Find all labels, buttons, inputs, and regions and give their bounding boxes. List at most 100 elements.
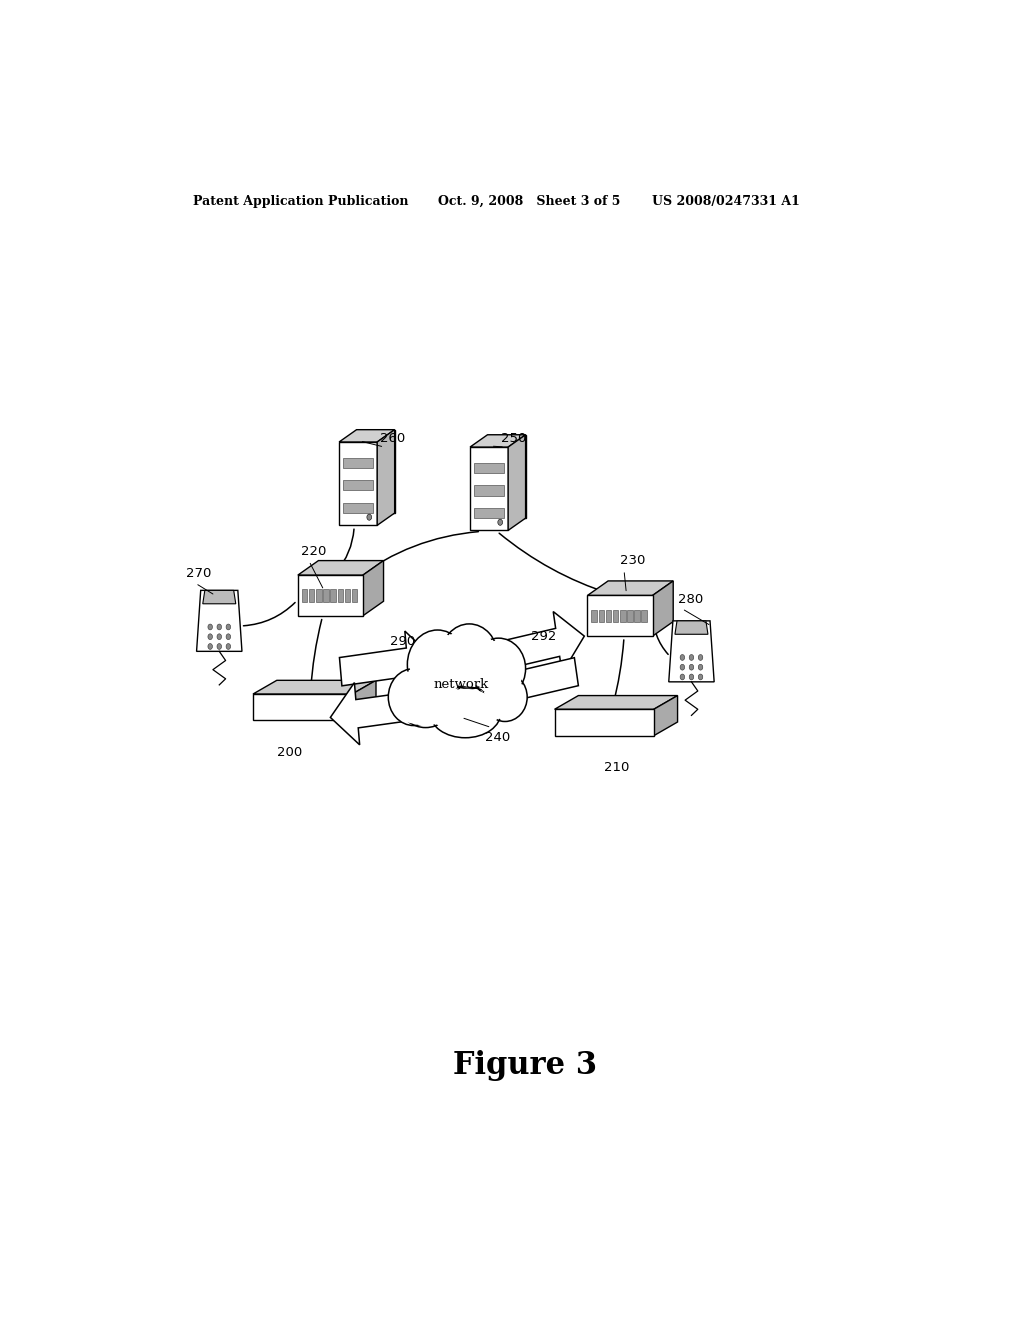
Circle shape	[680, 655, 685, 660]
Polygon shape	[339, 430, 394, 442]
Circle shape	[698, 675, 702, 680]
Polygon shape	[362, 561, 384, 616]
Polygon shape	[669, 620, 714, 682]
Text: Patent Application Publication: Patent Application Publication	[194, 194, 409, 207]
Circle shape	[208, 644, 212, 649]
Polygon shape	[203, 590, 236, 603]
Text: 280: 280	[678, 593, 703, 606]
Polygon shape	[474, 462, 504, 473]
Polygon shape	[592, 610, 597, 622]
FancyArrowPatch shape	[356, 532, 478, 578]
Polygon shape	[470, 434, 525, 447]
Circle shape	[689, 664, 693, 671]
Polygon shape	[338, 589, 343, 602]
Ellipse shape	[482, 673, 527, 722]
Polygon shape	[253, 680, 376, 694]
Polygon shape	[508, 434, 525, 531]
Polygon shape	[470, 447, 508, 531]
Text: 290: 290	[390, 635, 415, 648]
Circle shape	[226, 624, 230, 630]
Circle shape	[689, 675, 693, 680]
Polygon shape	[197, 590, 242, 651]
Ellipse shape	[440, 624, 498, 689]
Ellipse shape	[484, 675, 525, 719]
Ellipse shape	[472, 638, 525, 700]
Polygon shape	[481, 657, 579, 718]
Circle shape	[698, 664, 702, 671]
Polygon shape	[356, 430, 394, 513]
Polygon shape	[302, 589, 307, 602]
Polygon shape	[377, 430, 394, 525]
Text: 220: 220	[301, 545, 327, 558]
Polygon shape	[352, 589, 357, 602]
Polygon shape	[339, 442, 377, 525]
Polygon shape	[487, 611, 585, 673]
Polygon shape	[331, 589, 336, 602]
Text: 230: 230	[620, 554, 645, 568]
Polygon shape	[331, 682, 427, 744]
Polygon shape	[588, 581, 673, 595]
Circle shape	[217, 624, 221, 630]
Circle shape	[226, 644, 230, 649]
Circle shape	[680, 675, 685, 680]
Polygon shape	[627, 610, 633, 622]
FancyArrowPatch shape	[499, 533, 609, 594]
Circle shape	[217, 634, 221, 640]
Polygon shape	[343, 458, 373, 467]
Text: 292: 292	[531, 630, 556, 643]
Ellipse shape	[430, 686, 501, 738]
FancyArrowPatch shape	[612, 640, 624, 706]
Text: Figure 3: Figure 3	[453, 1049, 597, 1081]
Ellipse shape	[402, 685, 450, 726]
Polygon shape	[474, 486, 504, 495]
Polygon shape	[298, 576, 362, 616]
FancyArrowPatch shape	[336, 529, 354, 572]
Text: 260: 260	[380, 432, 406, 445]
FancyArrowPatch shape	[310, 619, 322, 690]
Text: 240: 240	[485, 731, 510, 743]
Circle shape	[367, 513, 372, 520]
Polygon shape	[555, 696, 678, 709]
Text: network: network	[434, 678, 488, 692]
Ellipse shape	[442, 627, 496, 686]
Polygon shape	[324, 589, 329, 602]
Circle shape	[698, 655, 702, 660]
Ellipse shape	[410, 632, 465, 697]
Circle shape	[208, 634, 212, 640]
Polygon shape	[316, 589, 322, 602]
FancyArrowPatch shape	[244, 602, 295, 626]
Circle shape	[498, 519, 503, 525]
Polygon shape	[675, 620, 708, 635]
Polygon shape	[653, 696, 678, 735]
Circle shape	[680, 664, 685, 671]
Ellipse shape	[474, 640, 523, 697]
Polygon shape	[613, 610, 618, 622]
Polygon shape	[309, 589, 314, 602]
Polygon shape	[298, 561, 384, 576]
Polygon shape	[606, 610, 611, 622]
Polygon shape	[620, 610, 626, 622]
Polygon shape	[253, 694, 352, 721]
Polygon shape	[343, 503, 373, 513]
Ellipse shape	[408, 630, 468, 700]
Polygon shape	[634, 610, 640, 622]
Polygon shape	[487, 434, 525, 519]
Polygon shape	[599, 610, 604, 622]
Polygon shape	[588, 595, 652, 636]
Circle shape	[689, 655, 693, 660]
Text: Oct. 9, 2008   Sheet 3 of 5: Oct. 9, 2008 Sheet 3 of 5	[437, 194, 620, 207]
Text: US 2008/0247331 A1: US 2008/0247331 A1	[652, 194, 800, 207]
Polygon shape	[474, 508, 504, 519]
Circle shape	[217, 644, 221, 649]
Ellipse shape	[388, 669, 439, 726]
Polygon shape	[352, 680, 376, 721]
Ellipse shape	[432, 689, 499, 735]
Text: 270: 270	[186, 568, 211, 581]
Polygon shape	[652, 581, 673, 636]
Text: 200: 200	[278, 746, 302, 759]
Ellipse shape	[400, 682, 451, 727]
Text: 210: 210	[604, 762, 630, 774]
FancyArrowPatch shape	[653, 614, 668, 655]
Polygon shape	[641, 610, 647, 622]
Circle shape	[208, 624, 212, 630]
